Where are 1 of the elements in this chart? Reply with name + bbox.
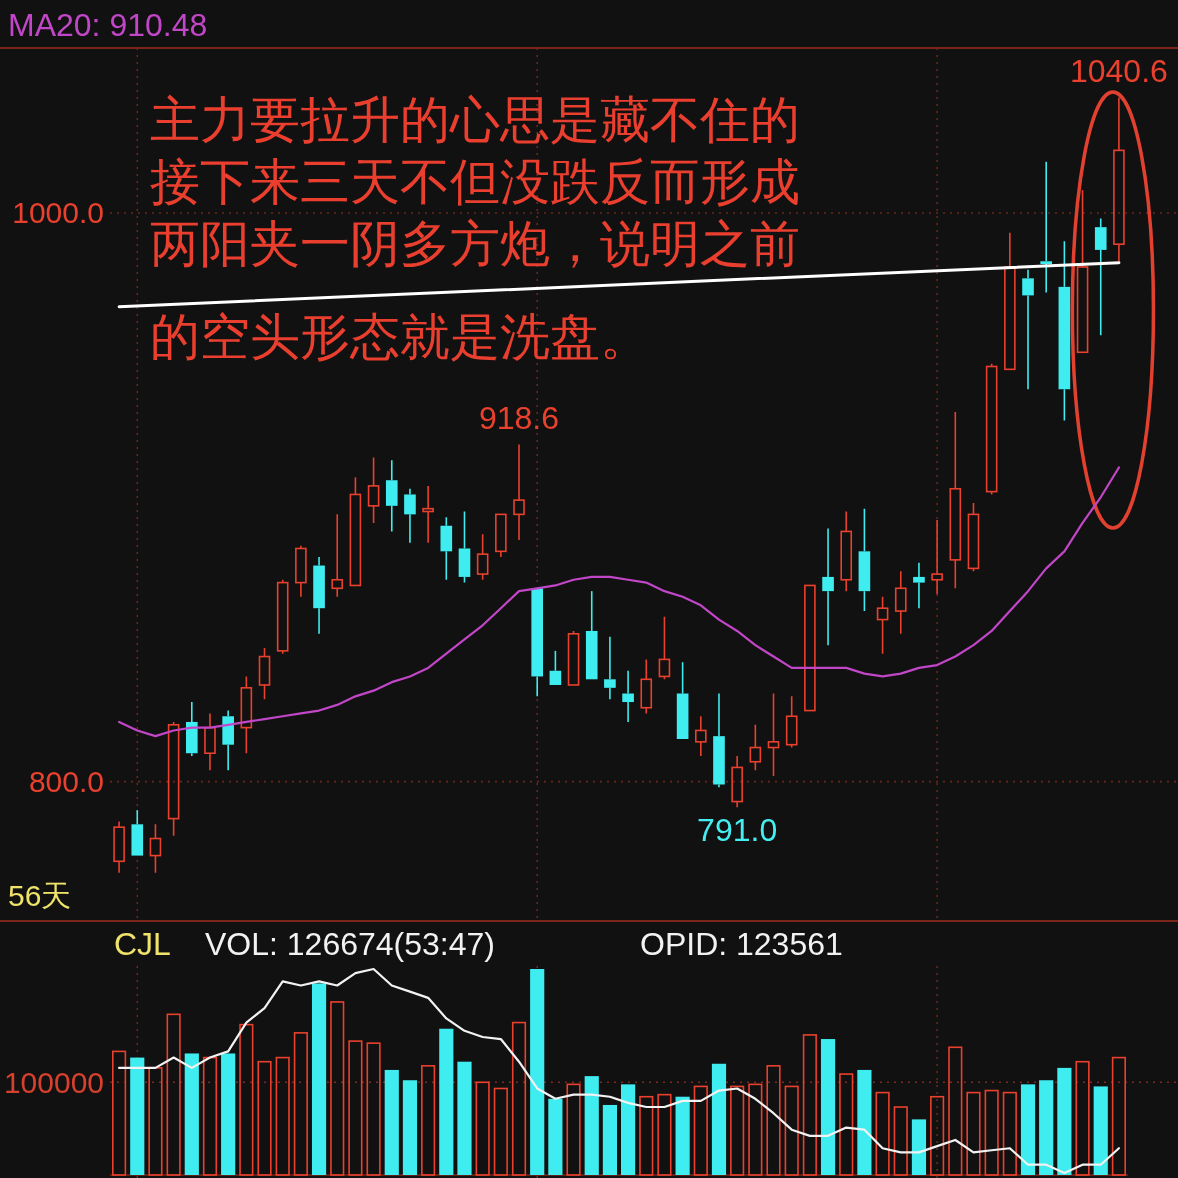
- title: CJL: [114, 926, 171, 962]
